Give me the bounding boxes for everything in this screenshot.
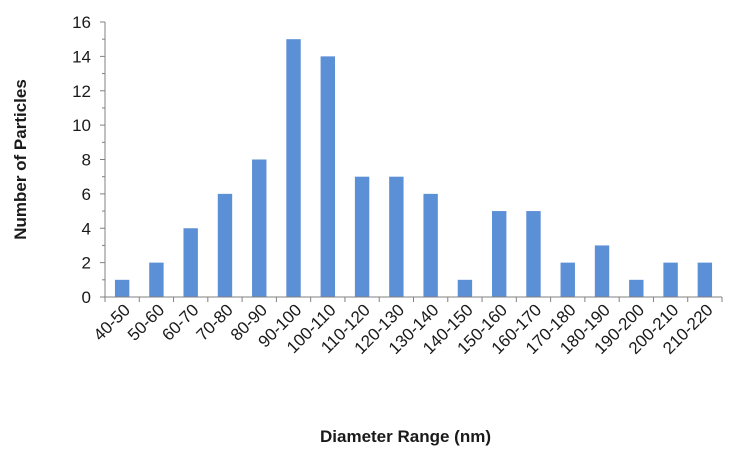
bar-90-100	[286, 39, 301, 297]
y-tick-label: 0	[82, 288, 91, 307]
bar-110-120	[354, 176, 370, 297]
bar-70-80	[217, 193, 233, 297]
y-axis-ticks: 0 2 4 6 8 10 12 14 16	[72, 13, 105, 307]
bar-40-50	[114, 279, 130, 297]
y-axis-title: Number of Particles	[11, 79, 30, 240]
bar-140-150	[457, 279, 473, 297]
y-tick-label: 8	[82, 151, 91, 170]
x-axis-ticks: 40-5050-6060-7070-8080-9090-100100-11011…	[90, 297, 723, 358]
x-tick-label: 70-80	[193, 300, 237, 344]
bar-130-140	[423, 193, 438, 297]
x-axis-title: Diameter Range (nm)	[320, 427, 491, 446]
y-tick-label: 16	[72, 13, 91, 32]
y-tick-label: 14	[72, 47, 91, 66]
x-tick-label: 40-50	[90, 300, 134, 344]
x-tick-label: 60-70	[158, 300, 202, 344]
bar-80-90	[252, 159, 267, 297]
bar-100-110	[320, 56, 336, 297]
y-tick-label: 4	[82, 219, 91, 238]
y-tick-label: 2	[82, 254, 91, 273]
bar-160-170	[526, 211, 541, 297]
bar-150-160	[491, 211, 507, 297]
bar-180-190	[594, 245, 610, 297]
y-tick-label: 10	[72, 116, 91, 135]
bars	[114, 39, 713, 297]
bar-210-220	[697, 262, 713, 297]
y-tick-label: 12	[72, 82, 91, 101]
x-tick-label: 50-60	[124, 300, 168, 344]
bar-200-210	[663, 262, 678, 297]
bar-60-70	[183, 228, 198, 297]
bar-170-180	[560, 262, 575, 297]
bar-50-60	[149, 262, 164, 297]
bar-190-200	[629, 279, 644, 297]
bar-120-130	[389, 176, 404, 297]
y-tick-label: 6	[82, 185, 91, 204]
